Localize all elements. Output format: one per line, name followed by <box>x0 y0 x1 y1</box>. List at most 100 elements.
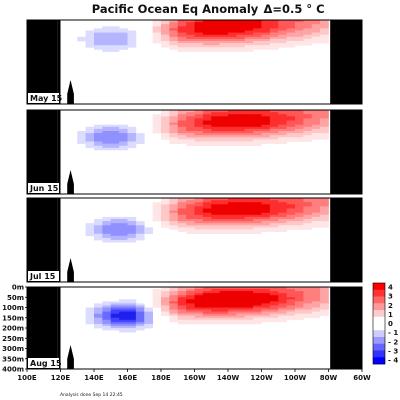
anomaly-cell <box>177 131 187 134</box>
anomaly-cell <box>127 41 137 44</box>
anomaly-cell <box>311 200 321 203</box>
anomaly-cell <box>161 287 170 290</box>
anomaly-cell <box>135 229 145 232</box>
land-mask-west <box>27 20 58 104</box>
anomaly-cell <box>244 221 254 224</box>
anomaly-cell <box>177 47 187 50</box>
anomaly-cell <box>110 303 120 306</box>
anomaly-cell <box>202 122 212 126</box>
anomaly-cell <box>144 317 153 321</box>
anomaly-cell <box>194 216 204 220</box>
anomaly-cell <box>286 137 296 140</box>
anomaly-cell <box>228 225 237 228</box>
anomaly-cell <box>161 313 170 317</box>
anomaly-cell <box>119 131 128 134</box>
anomaly-cell <box>186 141 195 144</box>
anomaly-cell <box>211 321 220 325</box>
anomaly-cell <box>211 137 220 140</box>
anomaly-cell <box>311 28 321 31</box>
anomaly-cell <box>253 124 262 128</box>
anomaly-cell <box>303 32 313 36</box>
anomaly-cell <box>202 20 212 23</box>
anomaly-cell <box>102 301 112 304</box>
anomaly-cell <box>320 133 329 136</box>
anomaly-cell <box>194 137 204 140</box>
anomaly-cell <box>127 38 137 42</box>
anomaly-cell <box>186 200 195 203</box>
anomaly-cell <box>311 208 321 211</box>
anomaly-cell <box>177 133 187 136</box>
anomaly-cell <box>236 120 246 123</box>
anomaly-cell <box>228 43 237 46</box>
anomaly-cell <box>261 221 271 224</box>
anomaly-cell <box>253 128 262 132</box>
anomaly-cell <box>152 295 162 298</box>
anomaly-cell <box>320 219 329 222</box>
anomaly-cell <box>228 293 237 296</box>
anomaly-cell <box>135 231 145 235</box>
anomaly-cell <box>119 30 128 33</box>
anomaly-cell <box>161 41 170 44</box>
anomaly-cell <box>211 143 220 147</box>
anomaly-cell <box>253 131 262 134</box>
anomaly-cell <box>177 204 187 207</box>
anomaly-cell <box>119 235 128 239</box>
anomaly-cell <box>244 293 254 296</box>
anomaly-cell <box>219 49 229 52</box>
anomaly-cell <box>236 47 246 50</box>
anomaly-cell <box>311 295 321 298</box>
anomaly-cell <box>119 237 128 241</box>
anomaly-cell <box>102 216 112 220</box>
anomaly-cell <box>177 20 187 23</box>
anomaly-cell <box>119 328 128 331</box>
anomaly-cell <box>295 135 304 138</box>
anomaly-cell <box>94 133 103 136</box>
anomaly-cell <box>295 291 304 294</box>
colorbar-swatch <box>373 350 385 358</box>
anomaly-cell <box>85 38 95 42</box>
anomaly-cell <box>202 43 212 46</box>
anomaly-cell <box>269 313 279 317</box>
anomaly-cell <box>202 141 212 144</box>
anomaly-field <box>85 198 329 243</box>
anomaly-cell <box>269 116 279 119</box>
anomaly-cell <box>295 24 304 27</box>
anomaly-cell <box>110 240 120 243</box>
anomaly-cell <box>110 219 120 222</box>
anomaly-cell <box>94 126 103 130</box>
anomaly-cell <box>244 122 254 126</box>
anomaly-cell <box>119 38 128 42</box>
anomaly-cell <box>202 307 212 310</box>
anomaly-cell <box>269 36 279 40</box>
anomaly-cell <box>94 45 103 48</box>
anomaly-cell <box>194 229 204 232</box>
anomaly-cell <box>253 126 262 130</box>
anomaly-cell <box>152 204 162 207</box>
anomaly-cell <box>102 32 112 36</box>
anomaly-cell <box>278 210 287 214</box>
anomaly-cell <box>269 45 279 48</box>
anomaly-cell <box>286 225 296 228</box>
anomaly-cell <box>102 219 112 222</box>
anomaly-cell <box>152 38 162 42</box>
anomaly-cell <box>169 299 179 302</box>
anomaly-cell <box>219 135 229 138</box>
anomaly-cell <box>311 20 321 23</box>
anomaly-cell <box>186 231 195 235</box>
anomaly-cell <box>177 309 187 312</box>
anomaly-cell <box>177 28 187 31</box>
anomaly-cell <box>303 30 313 33</box>
anomaly-cell <box>186 289 195 292</box>
anomaly-cell <box>169 214 179 218</box>
anomaly-cell <box>278 34 287 38</box>
anomaly-cell <box>295 212 304 216</box>
anomaly-cell <box>320 126 329 130</box>
anomaly-cell <box>236 133 246 136</box>
anomaly-cell <box>211 26 220 29</box>
anomaly-cell <box>85 145 95 149</box>
anomaly-cell <box>286 219 296 222</box>
anomaly-cell <box>278 299 287 302</box>
anomaly-cell <box>295 223 304 226</box>
anomaly-cell <box>311 204 321 207</box>
